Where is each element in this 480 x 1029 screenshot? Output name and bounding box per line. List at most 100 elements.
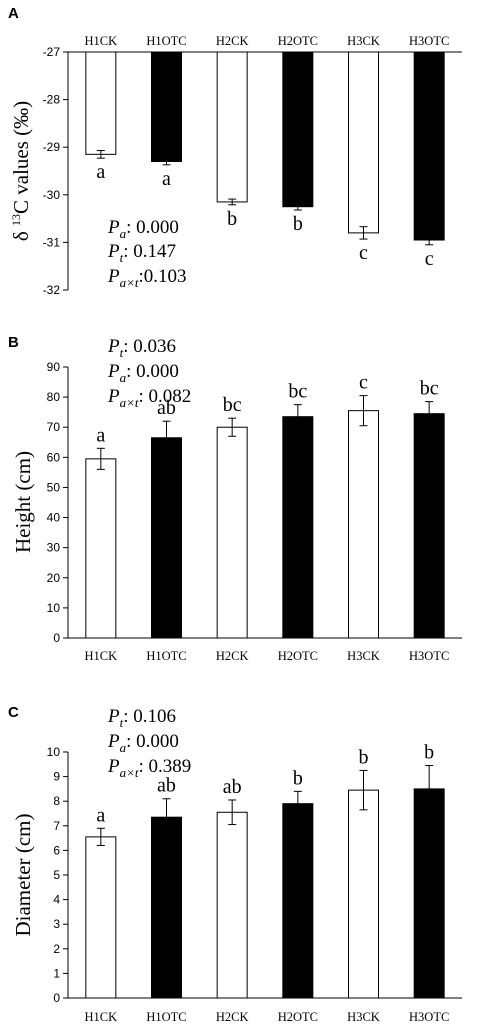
p-symbol: P: [107, 266, 120, 287]
p-subscript: a×t: [120, 275, 139, 290]
y-tick-label: 70: [47, 420, 61, 434]
p-value: : 0.036: [123, 336, 176, 357]
p-subscript: t: [120, 345, 124, 360]
bar-h1otc: [151, 816, 182, 999]
significance-letter: a: [96, 424, 105, 446]
p-value-line: Pa: 0.000: [107, 361, 179, 385]
y-tick-label: 3: [53, 917, 60, 931]
p-symbol: P: [107, 386, 120, 407]
p-subscript: a×t: [120, 765, 139, 780]
y-tick-label: 7: [53, 819, 60, 833]
y-tick-label: -27: [43, 45, 61, 59]
p-value: : 0.000: [126, 731, 179, 752]
bar-h3ck: [348, 51, 379, 234]
y-tick-label: 5: [53, 868, 60, 882]
significance-letter: b: [424, 742, 434, 764]
y-tick-label: -30: [43, 188, 61, 202]
category-label: H1OTC: [146, 34, 186, 48]
p-value-line: Pa: 0.000: [107, 731, 179, 755]
bar-h1otc: [151, 437, 182, 639]
panel-a: A -27 -28 -29 -30 -31 -32 δ 13C values (‰) a H1CK…: [8, 5, 462, 297]
p-subscript: t: [120, 250, 124, 265]
p-value: : 0.000: [126, 217, 179, 238]
y-tick-label: 6: [53, 843, 60, 857]
significance-letter: b: [293, 213, 303, 235]
category-label: H2OTC: [278, 34, 318, 48]
bar-h2otc: [282, 416, 314, 639]
p-value-line: Pt: 0.106: [107, 706, 176, 730]
category-label: H2OTC: [278, 1010, 318, 1024]
category-label: H3OTC: [409, 1010, 449, 1024]
y-axis-label: δ 13C values (‰): [9, 101, 33, 241]
y-tick-label: 20: [47, 571, 61, 585]
p-value-line: Pa×t: 0.082: [107, 386, 191, 410]
significance-letter: ab: [157, 775, 176, 797]
panel-letter: A: [8, 5, 19, 22]
significance-letter: b: [227, 208, 237, 230]
p-value: : 0.082: [139, 386, 192, 407]
p-symbol: P: [107, 217, 120, 238]
y-tick-label: -32: [43, 283, 61, 297]
category-label: H2OTC: [278, 649, 318, 663]
significance-letter: bc: [223, 394, 242, 416]
significance-letter: c: [425, 248, 434, 270]
p-value-line: Pt: 0.147: [107, 241, 176, 265]
p-value-line: Pa: 0.000: [107, 217, 179, 241]
p-value: : 0.000: [126, 361, 179, 382]
category-label: H1CK: [85, 1010, 118, 1024]
significance-letter: b: [293, 767, 303, 789]
bar-h3ck: [348, 410, 379, 639]
category-label: H2CK: [216, 649, 249, 663]
significance-letter: ab: [223, 776, 242, 798]
bar-h3ck: [348, 789, 379, 999]
p-symbol: P: [107, 731, 120, 752]
p-symbol: P: [107, 756, 120, 777]
category-label: H3OTC: [409, 34, 449, 48]
p-symbol: P: [107, 361, 120, 382]
p-subscript: a: [120, 740, 127, 755]
p-symbol: P: [107, 706, 120, 727]
bar-h2otc: [282, 51, 314, 208]
p-subscript: a×t: [120, 395, 139, 410]
significance-letter: a: [96, 161, 105, 183]
bar-h1ck: [85, 458, 117, 639]
bar-h1ck: [85, 836, 117, 999]
y-tick-label: -31: [43, 235, 61, 249]
p-subscript: a: [120, 370, 127, 385]
category-label: H1CK: [85, 649, 118, 663]
y-tick-label: 8: [53, 794, 60, 808]
category-label: H3OTC: [409, 649, 449, 663]
y-axis-label-text: C values (‰): [9, 101, 33, 214]
y-tick-label: 50: [47, 480, 61, 494]
y-tick-label: 30: [47, 541, 61, 555]
y-axis-label: Diameter (cm): [11, 813, 35, 936]
y-tick-label: 60: [47, 450, 61, 464]
y-tick-label: 2: [53, 942, 60, 956]
significance-letter: bc: [420, 378, 439, 400]
bar-h3otc: [413, 788, 445, 999]
y-tick-label: 0: [53, 991, 60, 1005]
y-tick-label: -28: [43, 93, 61, 107]
y-tick-label: 40: [47, 511, 61, 525]
p-symbol: P: [107, 336, 120, 357]
y-axis-label: Height (cm): [11, 451, 35, 553]
category-label: H1OTC: [146, 649, 186, 663]
y-tick-label: 1: [53, 966, 60, 980]
y-tick-label: 90: [47, 360, 61, 374]
significance-letter: ab: [157, 397, 176, 419]
category-label: H1CK: [85, 34, 118, 48]
p-value: :0.103: [139, 266, 187, 287]
category-label: H1OTC: [146, 1010, 186, 1024]
significance-letter: b: [359, 746, 369, 768]
p-value: : 0.389: [139, 756, 192, 777]
bar-h1otc: [151, 51, 182, 162]
p-symbol: P: [107, 241, 120, 262]
category-label: H2CK: [216, 34, 249, 48]
bar-h1ck: [85, 51, 117, 155]
y-axis-label-prefix: δ: [9, 226, 33, 241]
category-label: H3CK: [347, 34, 380, 48]
y-tick-label: 0: [53, 631, 60, 645]
bar-h2ck: [216, 426, 248, 639]
